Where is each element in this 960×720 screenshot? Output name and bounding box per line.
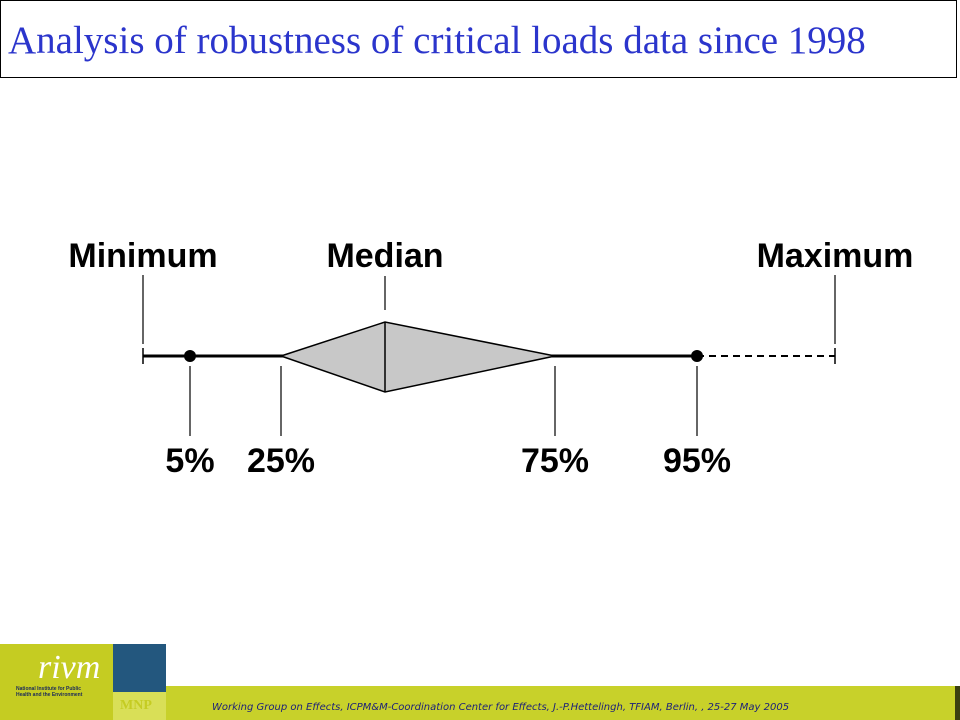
p5-dot [184,350,196,362]
page-title: Analysis of robustness of critical loads… [8,19,866,62]
mnp-logo-block [113,692,166,720]
footer-edge [955,686,960,720]
mnp-logo: MNP [120,698,152,713]
label-p25: 25% [247,442,315,480]
rivm-logo-subtitle: National Institute for Public Health and… [16,686,83,698]
quartile-diamond [278,321,556,393]
label-p75: 75% [521,442,589,480]
title-box: Analysis of robustness of critical loads… [0,0,957,78]
footer-text: Working Group on Effects, ICPM&M-Coordin… [212,702,790,713]
label-p5: 5% [165,442,214,480]
rivm-logo: rivm [38,649,101,686]
label-maximum: Maximum [757,237,914,275]
label-p95: 95% [663,442,731,480]
logo-blue-block [113,644,166,692]
rivm-logo-block [0,644,113,720]
label-minimum: Minimum [68,237,217,275]
label-median: Median [326,237,443,275]
p95-dot [691,350,703,362]
